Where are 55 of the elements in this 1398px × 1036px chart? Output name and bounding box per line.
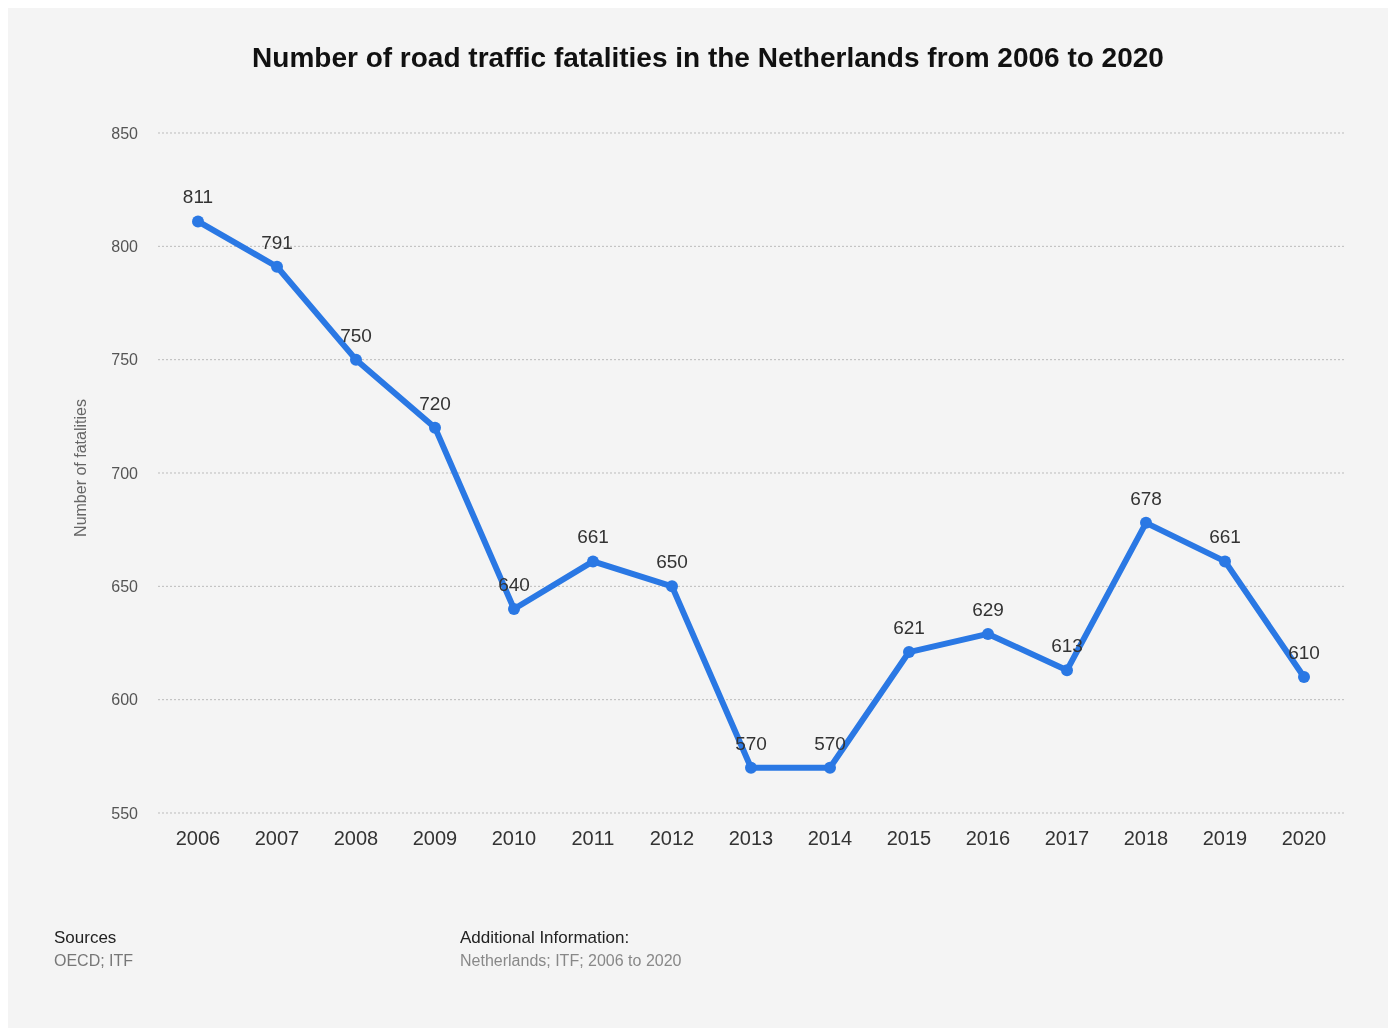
y-tick-label: 750 [111,351,139,369]
point [1298,671,1310,683]
x-tick-label: 2020 [1281,827,1327,850]
point [192,215,204,228]
y-tick-label: 800 [111,238,139,256]
point [903,646,915,659]
data-label: 570 [814,732,846,754]
point [1140,516,1152,529]
x-tick-label: 2008 [333,827,379,850]
x-tick-label: 2013 [728,827,774,850]
chart-title: Number of road traffic fatalities in the Netherlands from 2006 to 2020 [251,41,1165,74]
x-tick-label: 2009 [412,827,458,850]
data-label: 629 [972,598,1004,620]
point [982,627,994,640]
data-label: 661 [577,526,609,548]
x-tick-label: 2010 [491,827,537,850]
x-tick-label: 2006 [175,827,221,850]
y-axis-title: Number of fatalities [72,399,90,537]
data-label: 678 [1130,487,1162,509]
point [350,353,362,366]
point [429,421,441,434]
x-tick-label: 2015 [886,827,932,850]
text: Additional Information: [460,928,630,948]
text: Sources [54,928,117,948]
y-tick-label: 650 [111,578,139,596]
x-tick-label: 2012 [649,827,695,850]
data-label: 750 [340,324,372,346]
x-tick-label: 2016 [965,827,1011,850]
text: Netherlands; ITF; 2006 to 2020 [460,952,682,970]
y-tick-label: 550 [111,804,139,822]
data-label: 650 [656,551,688,573]
y-tick-label: 700 [111,464,139,482]
data-label: 811 [182,186,214,208]
point [745,761,757,774]
x-tick-label: 2018 [1123,827,1169,850]
point [666,580,678,593]
point [1219,555,1231,568]
point [508,603,520,615]
point [587,555,599,568]
y-tick-label: 600 [111,691,139,709]
x-tick-label: 2007 [254,827,300,850]
point [824,761,836,774]
data-label: 610 [1288,642,1320,663]
x-tick-label: 2019 [1202,827,1248,850]
x-tick-label: 2017 [1044,827,1090,850]
data-label: 661 [1209,526,1241,548]
data-label: 720 [419,392,451,414]
x-tick-label: 2011 [571,827,615,850]
data-label: 791 [261,231,293,253]
point [1061,664,1073,677]
data-label: 621 [893,617,925,639]
x-tick-label: 2014 [807,827,853,850]
point [271,260,283,273]
y-tick-label: 850 [111,124,139,142]
text: OECD; ITF [54,952,134,970]
